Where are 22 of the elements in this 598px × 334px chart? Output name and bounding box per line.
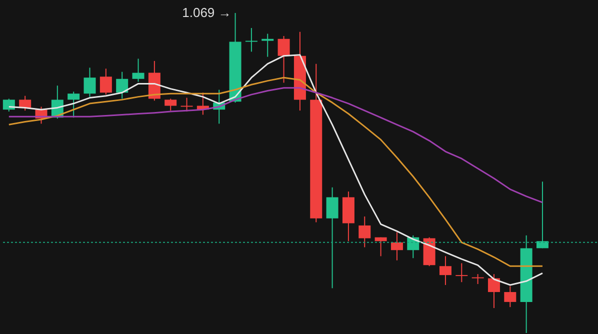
candlestick [374, 236, 387, 257]
candlestick [116, 71, 128, 100]
candlestick [390, 232, 403, 261]
candlestick [245, 28, 258, 52]
candlestick [19, 95, 32, 112]
candlestick [68, 91, 80, 118]
candlestick [262, 33, 274, 58]
candlestick [278, 36, 290, 84]
candlestick [164, 98, 177, 112]
candlestick [488, 274, 500, 309]
candlestick [472, 274, 484, 285]
annotation: 1.069 → [182, 4, 232, 20]
candlestick [504, 286, 516, 308]
candlestick [84, 67, 96, 98]
candlestick [132, 58, 144, 82]
candlestick [456, 262, 468, 283]
candlestick [536, 181, 548, 249]
candlestick [439, 256, 452, 286]
candlestick [2, 98, 15, 112]
candlestick [100, 68, 112, 96]
candlestick [326, 186, 338, 289]
candlestick [358, 216, 371, 248]
